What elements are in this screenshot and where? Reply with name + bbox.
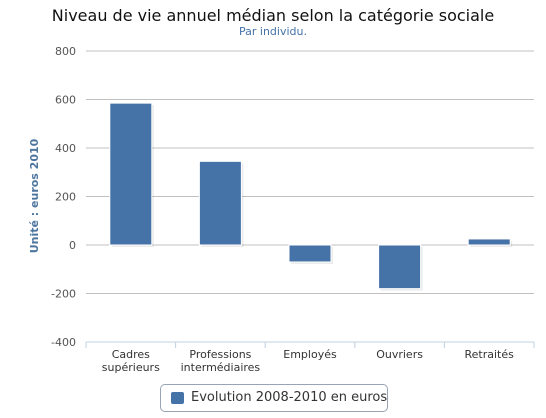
x-tick-label: Cadres supérieurs <box>102 348 160 374</box>
bars <box>109 102 513 291</box>
x-tick-label: Employés <box>283 348 337 361</box>
bar <box>467 238 511 246</box>
x-tick-label: Ouvriers <box>376 348 423 361</box>
x-axis: Cadres supérieurs Professions intermédiaire… <box>85 341 535 374</box>
y-axis-ticks: -400 -200 0 200 400 600 800 <box>51 45 76 349</box>
legend-swatch <box>171 392 184 404</box>
x-tick-label: Professions intermédiaires <box>181 348 261 374</box>
y-axis-label: Unité : euros 2010 <box>28 138 41 253</box>
y-tick-label: -400 <box>51 336 76 349</box>
y-tick-label: 800 <box>55 45 76 58</box>
y-tick-label: 200 <box>55 191 76 204</box>
x-tick-label: Retraités <box>465 348 515 361</box>
y-tick-label: 400 <box>55 142 76 155</box>
y-tick-label: 0 <box>69 239 76 252</box>
legend-label: Evolution 2008-2010 en euros <box>191 390 388 405</box>
chart-title: Niveau de vie annuel médian selon la cat… <box>51 6 495 25</box>
legend[interactable]: Evolution 2008-2010 en euros <box>160 384 388 412</box>
bar <box>288 244 332 263</box>
bar <box>378 244 422 290</box>
y-tick-label: -200 <box>51 288 76 301</box>
chart-subtitle: Par individu. <box>239 25 307 38</box>
bar <box>109 102 153 246</box>
bar <box>198 160 242 246</box>
y-tick-label: 600 <box>55 94 76 107</box>
